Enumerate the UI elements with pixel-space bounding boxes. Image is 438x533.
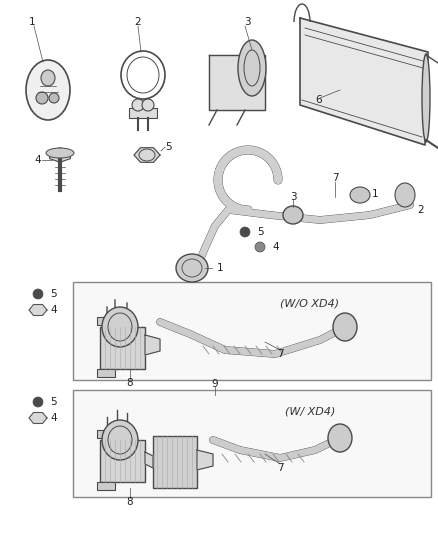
- Ellipse shape: [102, 420, 138, 460]
- Text: 3: 3: [290, 192, 297, 202]
- Text: 5: 5: [166, 142, 172, 152]
- Bar: [153, 436, 197, 488]
- Text: 1: 1: [217, 263, 223, 273]
- Bar: [73, 282, 431, 380]
- Ellipse shape: [46, 148, 74, 158]
- Polygon shape: [49, 148, 71, 162]
- Ellipse shape: [132, 99, 144, 111]
- Ellipse shape: [176, 254, 208, 282]
- Ellipse shape: [350, 187, 370, 203]
- Ellipse shape: [33, 289, 43, 299]
- Ellipse shape: [240, 227, 250, 237]
- Text: 4: 4: [35, 155, 41, 165]
- Bar: [129, 108, 157, 118]
- Polygon shape: [145, 335, 160, 355]
- Text: 7: 7: [277, 349, 283, 359]
- Ellipse shape: [255, 242, 265, 252]
- Text: 2: 2: [417, 205, 424, 215]
- Bar: [97, 317, 115, 325]
- Text: (W/ XD4): (W/ XD4): [285, 407, 335, 417]
- Text: 4: 4: [50, 413, 57, 423]
- Bar: [97, 482, 115, 490]
- Ellipse shape: [49, 93, 59, 103]
- Polygon shape: [300, 18, 428, 145]
- Polygon shape: [29, 413, 47, 423]
- Text: 7: 7: [332, 173, 338, 183]
- Text: 8: 8: [127, 497, 133, 507]
- Text: 1: 1: [372, 189, 378, 199]
- Ellipse shape: [333, 313, 357, 341]
- Text: 5: 5: [257, 227, 264, 237]
- Ellipse shape: [422, 54, 430, 142]
- Ellipse shape: [328, 424, 352, 452]
- Text: (W/O XD4): (W/O XD4): [280, 299, 339, 309]
- Ellipse shape: [36, 92, 48, 104]
- Ellipse shape: [142, 99, 154, 111]
- Ellipse shape: [33, 397, 43, 407]
- Ellipse shape: [283, 206, 303, 224]
- Bar: [73, 390, 431, 497]
- Bar: [97, 369, 115, 377]
- Ellipse shape: [102, 307, 138, 347]
- Bar: [97, 430, 115, 438]
- Text: 6: 6: [315, 95, 321, 105]
- Text: 2: 2: [135, 17, 141, 27]
- Polygon shape: [145, 452, 153, 468]
- Text: 7: 7: [277, 463, 283, 473]
- Text: 9: 9: [212, 379, 218, 389]
- Polygon shape: [197, 450, 213, 470]
- Text: 4: 4: [50, 305, 57, 315]
- Ellipse shape: [26, 60, 70, 120]
- Bar: [100, 440, 145, 482]
- Polygon shape: [29, 304, 47, 316]
- Text: 8: 8: [127, 378, 133, 388]
- Ellipse shape: [41, 70, 55, 86]
- Polygon shape: [209, 55, 265, 110]
- Ellipse shape: [238, 40, 266, 96]
- Text: 4: 4: [272, 242, 279, 252]
- Ellipse shape: [395, 183, 415, 207]
- Polygon shape: [134, 148, 160, 163]
- Bar: [100, 327, 145, 369]
- Text: 5: 5: [50, 289, 57, 299]
- Text: 3: 3: [244, 17, 250, 27]
- Text: 1: 1: [28, 17, 35, 27]
- Text: 5: 5: [50, 397, 57, 407]
